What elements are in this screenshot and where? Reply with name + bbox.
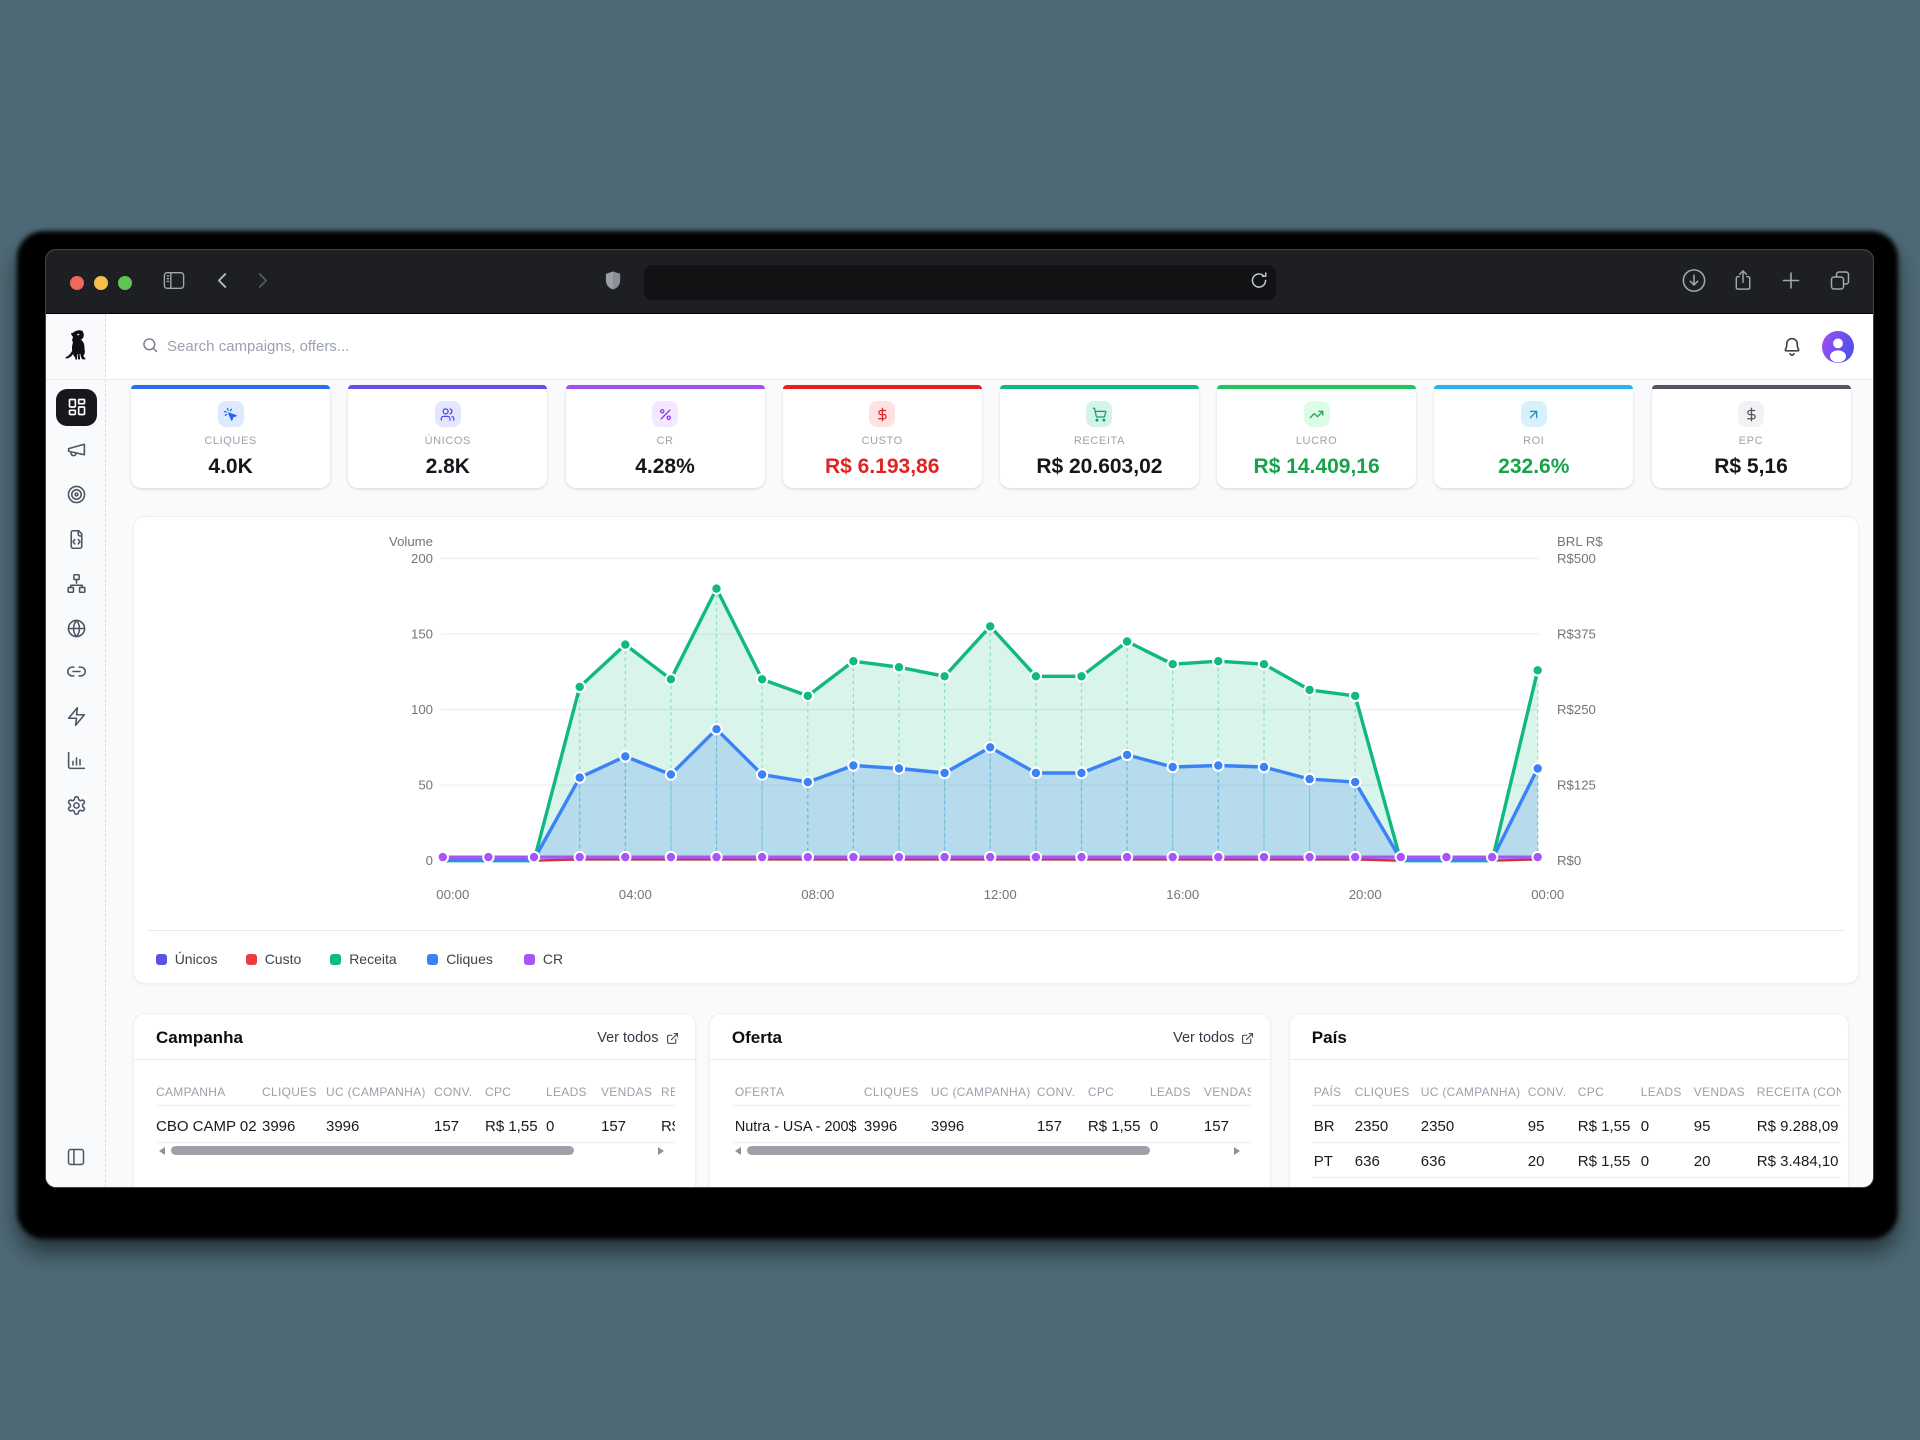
svg-text:150: 150 bbox=[411, 627, 433, 642]
svg-text:100: 100 bbox=[411, 702, 433, 717]
svg-text:04:00: 04:00 bbox=[619, 887, 652, 902]
svg-text:20:00: 20:00 bbox=[1349, 887, 1382, 902]
svg-text:08:00: 08:00 bbox=[801, 887, 834, 902]
svg-text:R$125: R$125 bbox=[1557, 778, 1596, 793]
svg-text:0: 0 bbox=[426, 853, 433, 868]
svg-text:R$250: R$250 bbox=[1557, 702, 1596, 717]
svg-text:Volume: Volume bbox=[389, 534, 433, 549]
svg-text:R$500: R$500 bbox=[1557, 551, 1596, 566]
svg-text:50: 50 bbox=[419, 778, 434, 793]
svg-text:200: 200 bbox=[411, 551, 433, 566]
svg-text:16:00: 16:00 bbox=[1166, 887, 1199, 902]
svg-text:BRL R$: BRL R$ bbox=[1557, 534, 1603, 549]
svg-text:12:00: 12:00 bbox=[984, 887, 1017, 902]
svg-text:00:00: 00:00 bbox=[1531, 887, 1564, 902]
svg-text:R$375: R$375 bbox=[1557, 627, 1596, 642]
svg-text:R$0: R$0 bbox=[1557, 853, 1581, 868]
svg-text:00:00: 00:00 bbox=[436, 887, 469, 902]
